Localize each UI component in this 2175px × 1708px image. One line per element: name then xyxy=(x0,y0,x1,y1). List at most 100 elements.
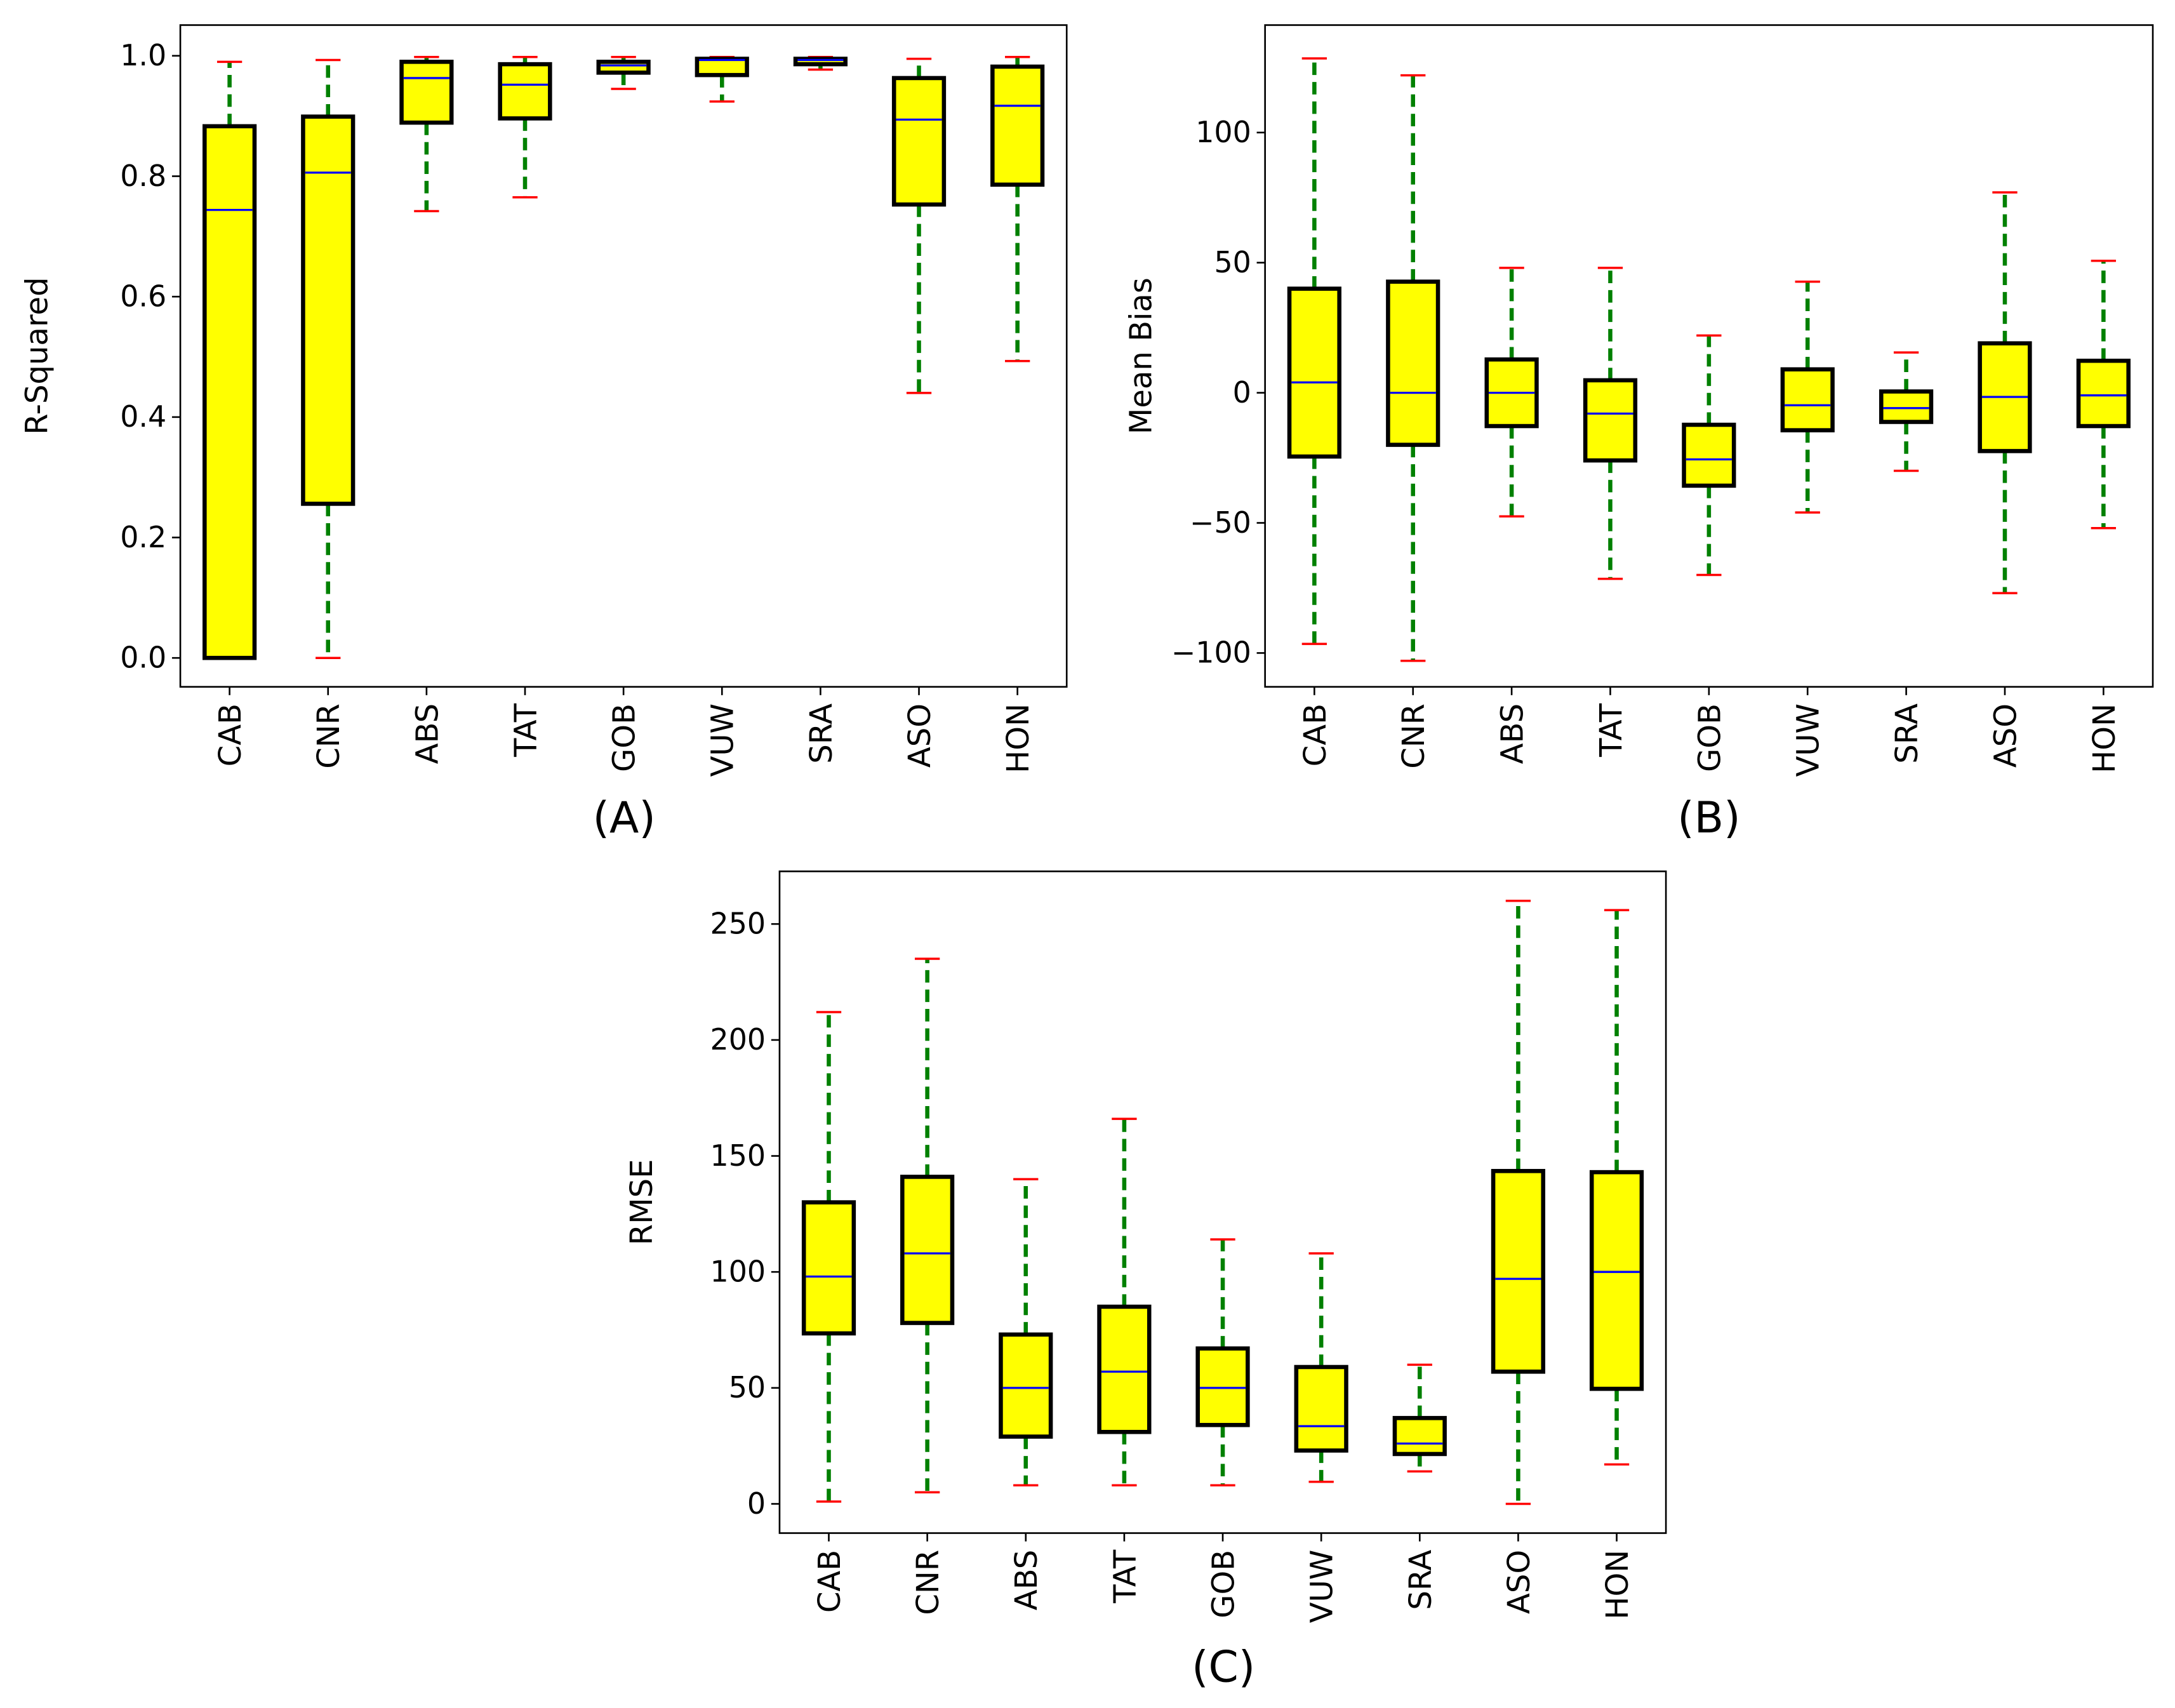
box-cnr xyxy=(900,957,955,1493)
x-tick-label: CNR xyxy=(910,1550,946,1615)
box-body xyxy=(1392,1416,1447,1457)
panel-a: 0.0 0.2 0.4 0.6 0.8 1.0 CAB CNR ABS TAT GOB VUW SRA A… xyxy=(19,24,1068,843)
box-gob xyxy=(1195,1238,1250,1487)
y-tick-label: 0.2 xyxy=(120,520,166,554)
x-tick-label: HON xyxy=(1001,704,1036,773)
box-hon xyxy=(2076,260,2131,530)
x-tick-label: SRA xyxy=(1889,704,1925,764)
x-tick-label: ASO xyxy=(902,704,938,768)
x-tick-label: CAB xyxy=(213,704,248,766)
box-body xyxy=(801,1200,856,1336)
y-axis-label: Mean Bias xyxy=(1124,277,1159,434)
panel-c: 0 50 100 150 200 250 CAB CNR ABS TAT GOB VUW SRA ASO H… xyxy=(624,871,1667,1691)
box-body xyxy=(1195,1346,1250,1427)
box-body xyxy=(1491,1169,1546,1374)
y-axis-label: RMSE xyxy=(624,1159,660,1246)
y-axis-label: R-Squared xyxy=(19,277,55,434)
x-tick-label: ASO xyxy=(1501,1550,1537,1614)
box-tat xyxy=(1583,267,1638,580)
box-body xyxy=(1682,422,1736,488)
box-body xyxy=(900,1175,955,1325)
y-tick-label: 50 xyxy=(729,1370,766,1404)
box-vuw xyxy=(1780,280,1835,514)
box-body xyxy=(203,124,257,660)
box-sra xyxy=(1392,1363,1447,1473)
box-body xyxy=(1386,279,1440,447)
panel-b: −100 −50 0 50 100 CAB CNR ABS TAT GOB VUW SRA ASO HON… xyxy=(1124,24,2154,843)
x-tick-label: GOB xyxy=(1206,1550,1242,1618)
y-tick-label: −100 xyxy=(1171,636,1251,670)
x-tick-label: GOB xyxy=(1692,704,1727,772)
box-body xyxy=(596,60,651,75)
box-vuw xyxy=(1294,1252,1348,1483)
y-tick-label: 50 xyxy=(1214,245,1251,279)
y-tick-label: 0 xyxy=(1233,375,1251,410)
panel-label: (C) xyxy=(1192,1641,1255,1691)
box-body xyxy=(1097,1304,1152,1434)
y-tick-label: 0.6 xyxy=(120,279,166,313)
y-tick-label: 100 xyxy=(1195,115,1251,149)
y-tick-label: 0.0 xyxy=(120,640,166,674)
x-tick-label: VUW xyxy=(1791,704,1826,777)
box-abs xyxy=(1484,267,1539,518)
y-tick-label: 200 xyxy=(710,1022,766,1057)
y-tick-label: 100 xyxy=(710,1254,766,1288)
x-tick-label: TAT xyxy=(508,703,543,757)
panel-label: (B) xyxy=(1677,792,1740,843)
x-tick-label: GOB xyxy=(607,704,642,772)
box-aso xyxy=(1491,899,1546,1505)
box-vuw xyxy=(695,56,749,103)
box-body xyxy=(399,60,454,125)
box-abs xyxy=(399,56,454,213)
box-sra xyxy=(1879,351,1934,472)
box-body xyxy=(1589,1170,1644,1391)
box-gob xyxy=(1682,334,1736,577)
y-tick-label: 150 xyxy=(710,1138,766,1173)
box-body xyxy=(999,1332,1053,1439)
box-gob xyxy=(596,56,651,90)
box-body xyxy=(1287,286,1341,459)
box-body xyxy=(891,76,947,207)
x-tick-label: CAB xyxy=(812,1550,848,1613)
x-tick-label: SRA xyxy=(1403,1550,1439,1610)
box-body xyxy=(1583,378,1638,463)
x-tick-label: ASO xyxy=(1988,704,2023,768)
box-cnr xyxy=(1386,74,1440,662)
box-hon xyxy=(1589,909,1644,1466)
box-hon xyxy=(990,56,1045,363)
box-cab xyxy=(203,60,257,660)
box-aso xyxy=(1978,191,2032,594)
y-tick-label: 0.4 xyxy=(120,399,166,434)
box-aso xyxy=(891,57,947,394)
box-body xyxy=(990,64,1045,187)
x-tick-label: TAT xyxy=(1107,1549,1143,1604)
y-tick-label: −50 xyxy=(1190,505,1251,540)
x-tick-label: HON xyxy=(2087,704,2122,773)
x-tick-label: ABS xyxy=(1495,704,1531,764)
box-tat xyxy=(1097,1118,1152,1487)
y-tick-label: 250 xyxy=(710,907,766,941)
y-tick-label: 0.8 xyxy=(120,159,166,193)
x-tick-label: ABS xyxy=(409,704,445,764)
box-body xyxy=(1780,367,1835,432)
box-body xyxy=(695,57,749,77)
y-tick-label: 0 xyxy=(747,1486,766,1521)
x-tick-label: VUW xyxy=(1305,1550,1340,1624)
x-tick-label: CNR xyxy=(1396,704,1432,769)
x-tick-label: ABS xyxy=(1009,1550,1044,1610)
box-cnr xyxy=(301,58,356,659)
x-tick-label: CNR xyxy=(311,704,347,769)
box-abs xyxy=(999,1178,1053,1487)
box-cab xyxy=(801,1011,856,1503)
x-tick-label: HON xyxy=(1600,1550,1635,1620)
box-body xyxy=(2076,358,2131,429)
box-sra xyxy=(793,56,848,71)
box-body xyxy=(301,114,356,506)
box-cab xyxy=(1287,57,1341,645)
x-tick-label: VUW xyxy=(705,704,741,777)
box-tat xyxy=(498,56,552,199)
x-tick-label: CAB xyxy=(1298,704,1333,766)
box-body xyxy=(498,62,552,121)
y-tick-label: 1.0 xyxy=(120,38,166,72)
